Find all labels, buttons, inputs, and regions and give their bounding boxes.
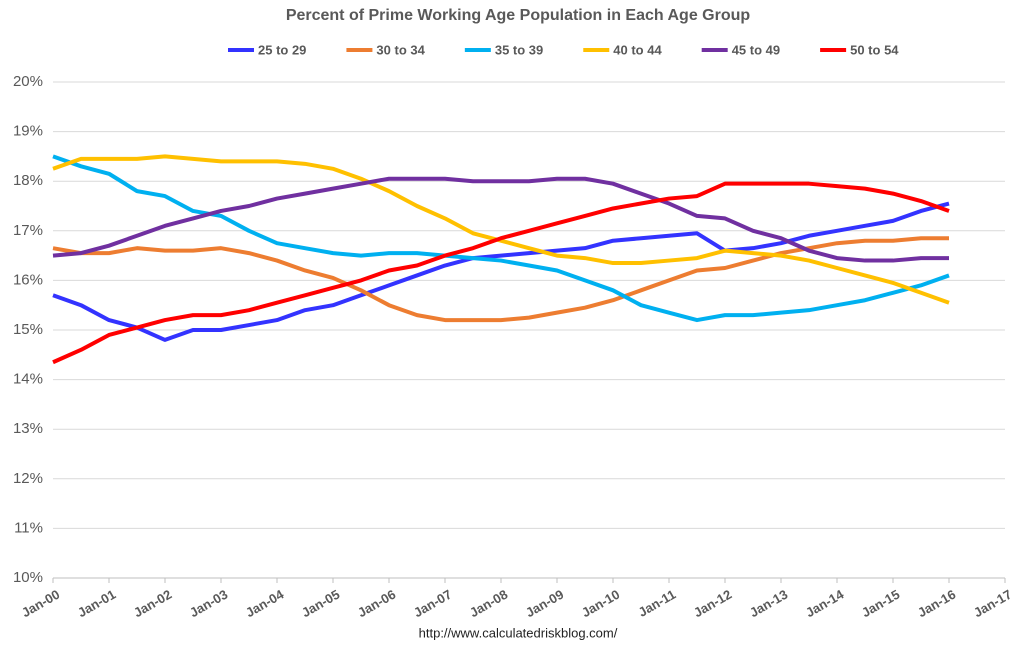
legend-label: 40 to 44	[613, 42, 662, 57]
y-tick-label: 15%	[13, 321, 43, 338]
series-line	[52, 176, 949, 263]
y-tick-label: 13%	[13, 420, 43, 437]
x-tick-label: Jan-10	[579, 587, 622, 621]
y-tick-label: 12%	[13, 470, 43, 487]
legend-label: 50 to 54	[850, 42, 899, 57]
x-tick-label: Jan-02	[131, 587, 174, 621]
x-tick-label: Jan-13	[747, 587, 790, 621]
x-tick-label: Jan-09	[523, 587, 566, 621]
x-tick-label: Jan-01	[75, 587, 118, 621]
chart-title: Percent of Prime Working Age Population …	[286, 7, 751, 24]
x-tick-label: Jan-07	[411, 587, 454, 621]
y-tick-label: 17%	[13, 222, 43, 239]
y-tick-label: 19%	[13, 123, 43, 140]
x-tick-label: Jan-05	[299, 587, 342, 621]
series-line	[52, 154, 950, 305]
series-line	[52, 154, 950, 323]
y-tick-label: 18%	[13, 172, 43, 189]
x-tick-label: Jan-04	[243, 586, 287, 620]
x-tick-label: Jan-14	[803, 586, 847, 620]
legend-label: 25 to 29	[258, 42, 306, 57]
legend-label: 35 to 39	[495, 42, 543, 57]
series-line	[52, 236, 949, 323]
x-tick-label: Jan-16	[915, 587, 958, 621]
series-line	[52, 201, 950, 342]
x-tick-label: Jan-12	[691, 587, 734, 621]
series-line	[52, 181, 950, 365]
y-tick-label: 11%	[14, 519, 43, 536]
legend-label: 45 to 49	[732, 42, 780, 57]
x-tick-label: Jan-03	[187, 587, 230, 621]
y-tick-label: 10%	[13, 569, 43, 586]
x-tick-label: Jan-00	[19, 587, 62, 621]
x-tick-label: Jan-11	[636, 587, 679, 620]
x-tick-label: Jan-06	[355, 587, 398, 621]
y-tick-label: 20%	[13, 73, 43, 90]
source: http://www.calculatedriskblog.com/	[419, 625, 618, 640]
x-tick-label: Jan-17	[971, 587, 1014, 621]
y-tick-label: 14%	[13, 371, 43, 388]
legend-label: 30 to 34	[376, 42, 425, 57]
y-tick-label: 16%	[13, 271, 43, 288]
x-tick-label: Jan-15	[859, 587, 902, 621]
x-tick-label: Jan-08	[467, 587, 510, 621]
